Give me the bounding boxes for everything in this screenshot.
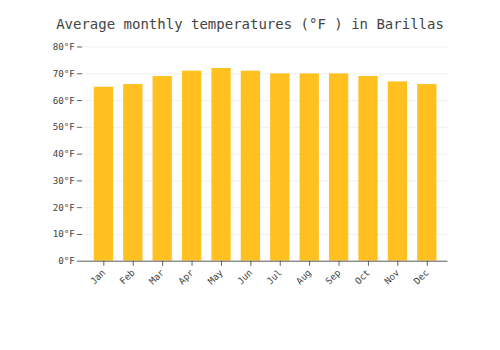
svg-text:Oct: Oct	[352, 267, 372, 287]
svg-text:50°F: 50°F	[53, 121, 75, 132]
svg-text:10°F: 10°F	[53, 228, 75, 239]
svg-text:Jan: Jan	[88, 267, 108, 287]
svg-text:Apr: Apr	[176, 267, 196, 287]
svg-text:Dec: Dec	[411, 267, 431, 287]
svg-text:Aug: Aug	[294, 267, 314, 287]
svg-text:70°F: 70°F	[53, 68, 75, 79]
svg-text:Mar: Mar	[147, 267, 167, 287]
svg-text:Jun: Jun	[235, 267, 255, 287]
svg-text:20°F: 20°F	[53, 202, 75, 213]
svg-text:40°F: 40°F	[53, 148, 75, 159]
svg-text:May: May	[205, 267, 225, 287]
svg-text:Sep: Sep	[323, 267, 343, 287]
svg-text:80°F: 80°F	[53, 41, 75, 52]
svg-text:Feb: Feb	[117, 267, 137, 287]
svg-text:0°F: 0°F	[58, 255, 75, 266]
svg-text:60°F: 60°F	[53, 95, 75, 106]
svg-text:Jul: Jul	[264, 267, 284, 287]
html-text:Average monthly temperatures (: Average monthly temperatures (°F ) in Ba…	[56, 16, 444, 32]
svg-text:Nov: Nov	[382, 267, 402, 287]
svg-text:30°F: 30°F	[53, 175, 75, 186]
